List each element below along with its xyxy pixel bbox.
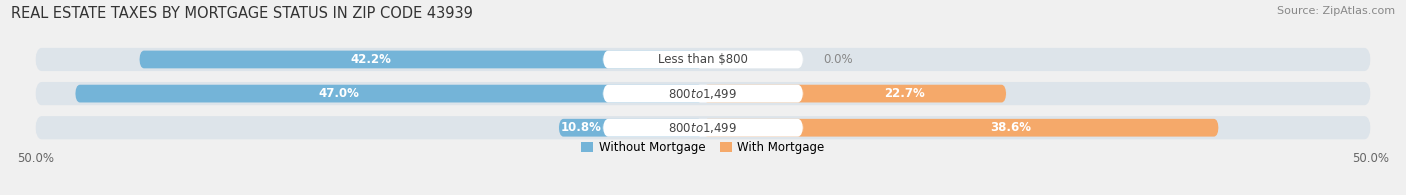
- Text: 10.8%: 10.8%: [561, 121, 602, 134]
- FancyBboxPatch shape: [703, 85, 1007, 103]
- FancyBboxPatch shape: [35, 116, 1371, 139]
- Legend: Without Mortgage, With Mortgage: Without Mortgage, With Mortgage: [576, 136, 830, 159]
- FancyBboxPatch shape: [558, 119, 703, 136]
- Text: 38.6%: 38.6%: [990, 121, 1032, 134]
- Text: 0.0%: 0.0%: [823, 53, 853, 66]
- Text: Source: ZipAtlas.com: Source: ZipAtlas.com: [1277, 6, 1395, 16]
- FancyBboxPatch shape: [603, 119, 803, 136]
- FancyBboxPatch shape: [603, 85, 803, 103]
- FancyBboxPatch shape: [35, 48, 1371, 71]
- Text: Less than $800: Less than $800: [658, 53, 748, 66]
- Text: $800 to $1,499: $800 to $1,499: [668, 87, 738, 101]
- FancyBboxPatch shape: [35, 82, 1371, 105]
- FancyBboxPatch shape: [703, 119, 1219, 136]
- FancyBboxPatch shape: [139, 51, 703, 68]
- FancyBboxPatch shape: [75, 85, 703, 103]
- Text: REAL ESTATE TAXES BY MORTGAGE STATUS IN ZIP CODE 43939: REAL ESTATE TAXES BY MORTGAGE STATUS IN …: [11, 6, 474, 21]
- FancyBboxPatch shape: [603, 51, 803, 68]
- Text: 47.0%: 47.0%: [319, 87, 360, 100]
- Text: 22.7%: 22.7%: [884, 87, 925, 100]
- Text: 42.2%: 42.2%: [350, 53, 391, 66]
- Text: $800 to $1,499: $800 to $1,499: [668, 121, 738, 135]
